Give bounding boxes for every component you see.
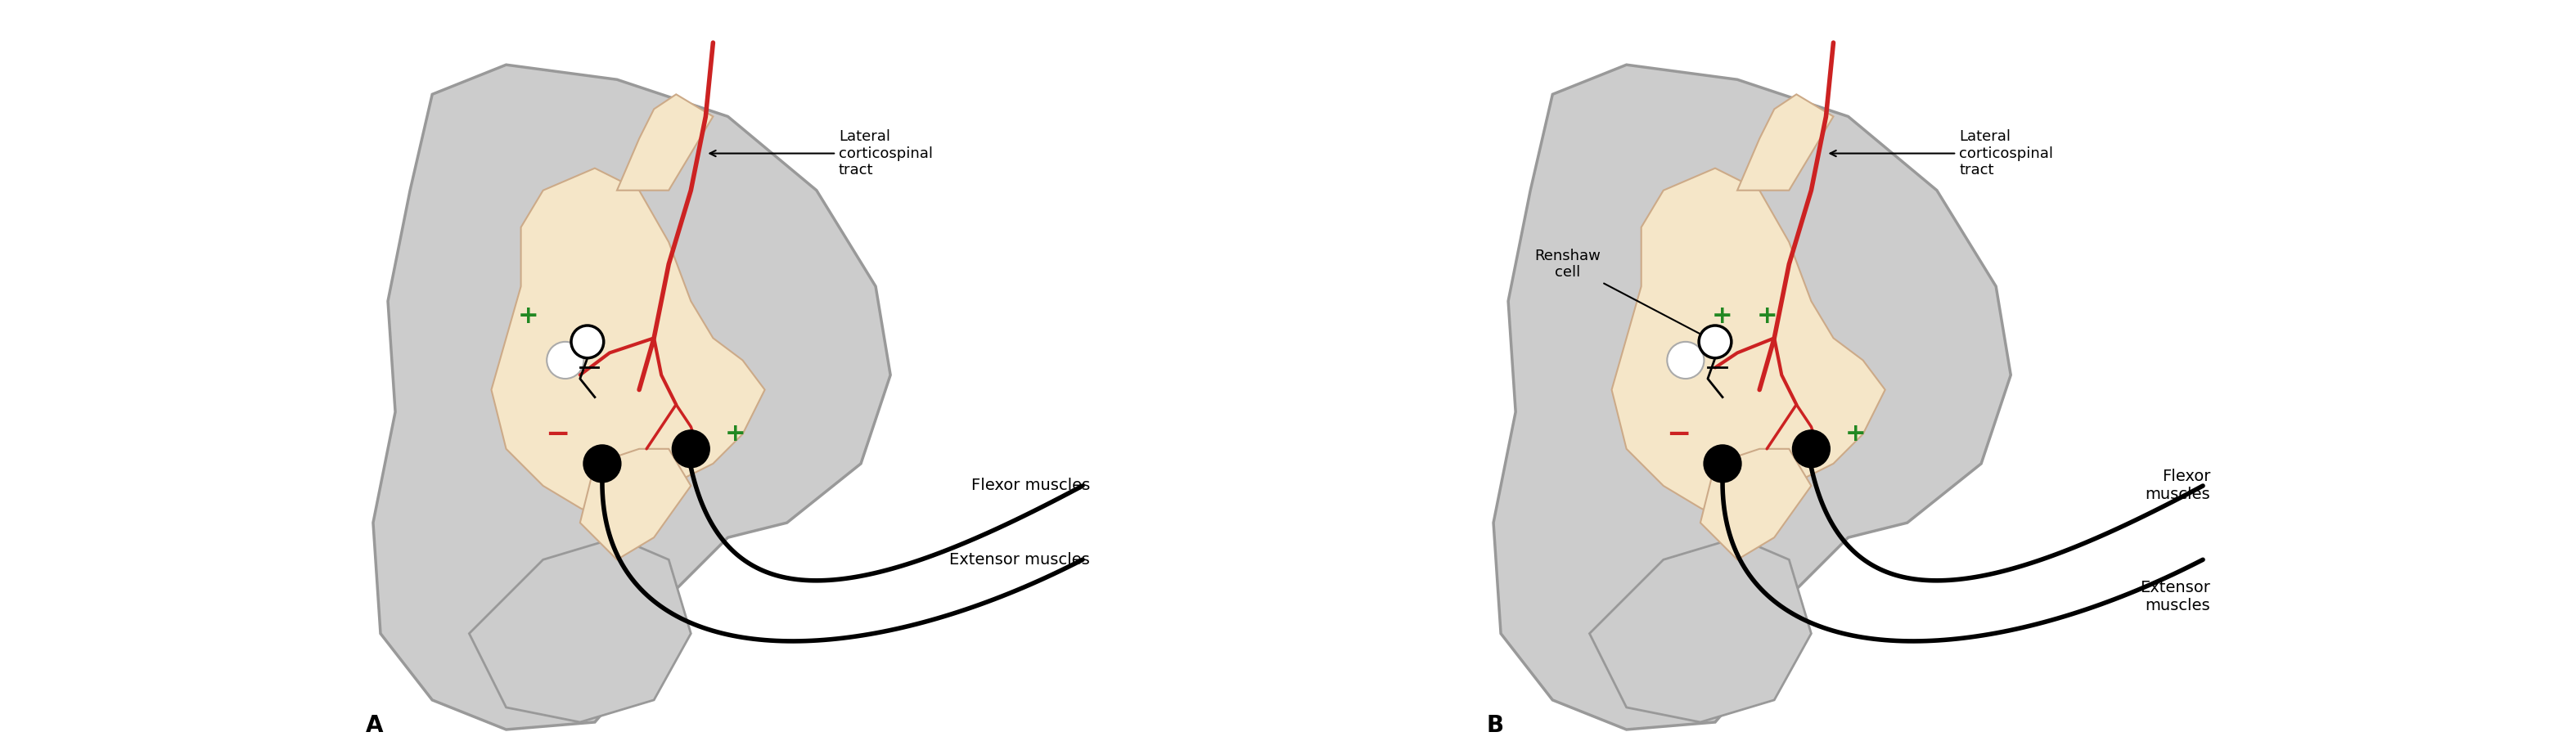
Text: Flexor
muscles: Flexor muscles [2146, 469, 2210, 502]
Text: −: − [1667, 420, 1690, 448]
Text: +: + [1713, 304, 1734, 328]
Polygon shape [374, 64, 891, 730]
Circle shape [1793, 430, 1829, 467]
Polygon shape [469, 538, 690, 722]
Text: A: A [366, 714, 384, 737]
Polygon shape [1736, 94, 1834, 190]
Text: +: + [518, 304, 538, 328]
Polygon shape [580, 448, 690, 560]
Polygon shape [1589, 538, 1811, 722]
Polygon shape [618, 94, 714, 190]
Text: −: − [546, 420, 569, 448]
Text: +: + [1757, 304, 1777, 328]
Polygon shape [492, 168, 765, 523]
Text: +: + [724, 422, 744, 446]
Circle shape [1705, 446, 1741, 482]
Text: Lateral
corticospinal
tract: Lateral corticospinal tract [1829, 129, 2053, 178]
Text: Extensor
muscles: Extensor muscles [2141, 580, 2210, 614]
Text: Renshaw
cell: Renshaw cell [1535, 248, 1710, 340]
Circle shape [1667, 342, 1705, 379]
Text: Extensor muscles: Extensor muscles [951, 552, 1090, 568]
Circle shape [546, 342, 585, 379]
Circle shape [672, 430, 708, 467]
Circle shape [572, 326, 603, 358]
Text: Flexor muscles: Flexor muscles [971, 478, 1090, 494]
Circle shape [1700, 326, 1731, 358]
Polygon shape [1494, 64, 2012, 730]
Polygon shape [1700, 448, 1811, 560]
Text: +: + [1844, 422, 1865, 446]
Circle shape [585, 446, 621, 482]
Text: B: B [1486, 714, 1504, 737]
Text: Lateral
corticospinal
tract: Lateral corticospinal tract [711, 129, 933, 178]
Polygon shape [1613, 168, 1886, 523]
